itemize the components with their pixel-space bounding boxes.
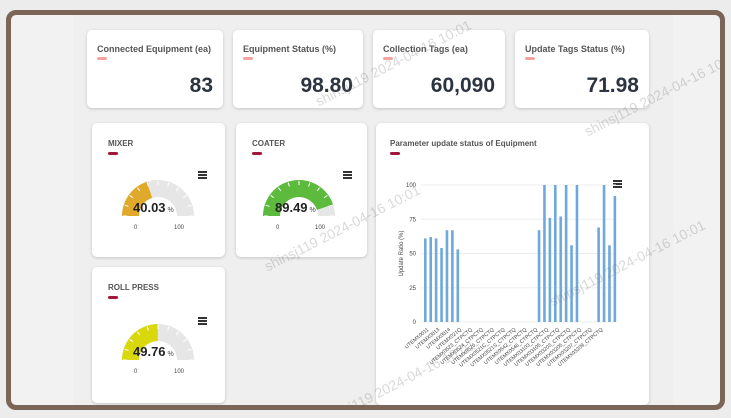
gauge-value: 49.76% xyxy=(133,344,174,359)
bar xyxy=(451,230,454,322)
y-tick-label: 75 xyxy=(409,217,416,223)
bar xyxy=(570,245,573,322)
gauge-tick xyxy=(167,182,170,187)
bar xyxy=(434,238,438,322)
kpi-accent-bar xyxy=(97,57,107,60)
kpi-card-equipment-status: Equipment Status (%) 98.80 xyxy=(233,30,363,108)
gauge-max-label: 100 xyxy=(174,225,185,231)
gauge-tick xyxy=(124,204,129,207)
gauge-title: MIXER xyxy=(108,139,134,148)
bar xyxy=(445,230,449,322)
gauge-tick xyxy=(182,339,187,343)
gauge-roll-press xyxy=(122,324,194,361)
gauge-min-label: 0 xyxy=(134,225,138,231)
bar xyxy=(537,230,541,322)
gauge-tick xyxy=(124,348,129,351)
gauge-title: ROLL PRESS xyxy=(108,283,159,292)
hamburger-menu-icon[interactable] xyxy=(198,317,207,325)
gauge-min-label: 0 xyxy=(134,369,138,375)
gauge-tick xyxy=(328,204,333,207)
gauge-tick xyxy=(265,204,270,207)
gauge-tick xyxy=(175,187,179,192)
gauge-tick xyxy=(146,326,149,331)
gauge-card-coater: COATER 89.49% 0 100 xyxy=(236,123,367,257)
kpi-title: Update Tags Status (%) xyxy=(525,44,625,54)
bar xyxy=(608,245,611,322)
gauge-accent-bar xyxy=(108,296,118,299)
dashboard-content: Connected Equipment (ea) 83 Equipment St… xyxy=(73,15,673,405)
gauge-tick xyxy=(187,204,192,207)
gauge-accent-bar xyxy=(108,152,118,155)
kpi-card-collection-tags: Collection Tags (ea) 60,090 xyxy=(373,30,505,108)
y-tick-label: 100 xyxy=(406,183,417,189)
gauge-tick xyxy=(287,182,290,187)
kpi-accent-bar xyxy=(383,57,393,60)
gauge-tick xyxy=(182,195,187,199)
chart-accent-bar xyxy=(390,152,400,155)
kpi-card-connected-equipment: Connected Equipment (ea) 83 xyxy=(87,30,223,108)
gauge-max-label: 100 xyxy=(315,225,326,231)
bar xyxy=(456,249,460,322)
gauge-title: COATER xyxy=(252,139,286,148)
kpi-title: Connected Equipment (ea) xyxy=(97,44,212,54)
gauge-tick xyxy=(278,187,282,192)
gauge-tick xyxy=(316,187,320,192)
bar xyxy=(602,185,606,322)
bar xyxy=(597,227,600,322)
gauge-tick xyxy=(129,339,134,343)
bar xyxy=(543,185,546,322)
bar xyxy=(424,238,427,322)
gauge-mixer xyxy=(122,180,194,217)
bar xyxy=(564,185,568,322)
kpi-value: 60,090 xyxy=(430,74,495,97)
gauge-card-mixer: MIXER 40.03% 0 100 xyxy=(92,123,225,257)
hamburger-menu-icon[interactable] xyxy=(198,171,207,179)
gauge-fill xyxy=(122,181,153,216)
bar xyxy=(575,185,579,322)
hamburger-menu-icon[interactable] xyxy=(613,180,622,188)
bar xyxy=(559,216,563,322)
gauge-value: 40.03% xyxy=(133,200,174,215)
gauge-tick xyxy=(137,187,141,192)
chart-title: Parameter update status of Equipment xyxy=(390,139,537,148)
kpi-title: Equipment Status (%) xyxy=(243,44,337,54)
gauge-card-roll-press: ROLL PRESS 49.76% 0 100 xyxy=(92,267,225,403)
kpi-accent-bar xyxy=(243,57,253,60)
kpi-value: 71.98 xyxy=(586,74,639,97)
bar xyxy=(429,237,433,322)
gauge-tick xyxy=(129,195,134,199)
y-tick-label: 50 xyxy=(409,252,416,258)
bar xyxy=(440,248,443,322)
gauge-coater xyxy=(263,179,335,217)
gauge-tick xyxy=(187,348,192,351)
gauge-tick xyxy=(323,195,328,199)
gauge-tick xyxy=(137,331,141,336)
gauge-fill xyxy=(122,324,158,360)
gauge-tick xyxy=(175,331,179,336)
gauge-tick xyxy=(146,182,149,187)
kpi-value: 98.80 xyxy=(300,74,353,97)
screen-frame: Connected Equipment (ea) 83 Equipment St… xyxy=(6,10,725,410)
y-tick-label: 25 xyxy=(409,286,416,292)
bar xyxy=(554,185,557,322)
gauge-min-label: 0 xyxy=(276,225,280,231)
gauge-tick xyxy=(308,182,311,187)
kpi-accent-bar xyxy=(525,57,535,60)
gauge-value: 89.49% xyxy=(275,200,316,215)
gauge-tick xyxy=(270,195,275,199)
gauge-fill xyxy=(263,179,334,216)
kpi-card-update-tags-status: Update Tags Status (%) 71.98 xyxy=(515,30,649,108)
kpi-title: Collection Tags (ea) xyxy=(383,44,468,54)
bar xyxy=(613,195,617,322)
y-axis-label: Update Ratio (%) xyxy=(399,230,405,276)
bar xyxy=(548,217,552,322)
gauge-tick xyxy=(167,326,170,331)
hamburger-menu-icon[interactable] xyxy=(343,171,352,179)
gauge-accent-bar xyxy=(252,152,262,155)
gauge-max-label: 100 xyxy=(174,369,185,375)
kpi-value: 83 xyxy=(189,74,213,97)
parameter-update-chart-card: Parameter update status of Equipment 0 25… xyxy=(376,123,649,405)
y-tick-label: 0 xyxy=(413,320,417,326)
